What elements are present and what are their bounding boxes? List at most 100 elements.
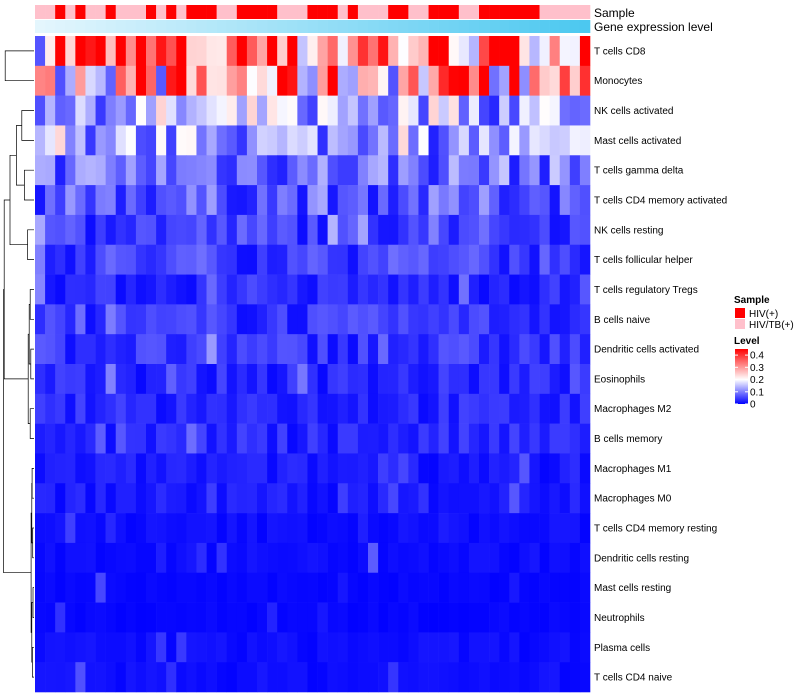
heatmap-cell [438,304,450,335]
heatmap-cell [186,274,197,305]
heatmap-cell [468,393,480,424]
heatmap-cell [186,185,197,216]
row-label: Mast cells resting [594,583,671,594]
heatmap-cell [479,95,490,126]
heatmap-cell [347,214,359,246]
heatmap-cell [277,423,288,454]
heatmap-cell [418,542,429,574]
heatmap-cell [408,244,419,275]
heatmap-cell [569,662,581,693]
heatmap-cell [186,542,197,574]
heatmap-cell [499,662,510,693]
heatmap-cell [347,662,359,693]
heatmap-cell [115,125,127,156]
heatmap-cell [246,393,258,424]
heatmap-cell [337,364,349,395]
heatmap-cell [246,304,258,335]
heatmap-cell [418,513,429,544]
heatmap-cell [206,125,217,156]
heatmap-cell [226,334,238,365]
heatmap-cell [236,244,248,275]
heatmap-cell [287,423,298,454]
sample-annotation-cell [468,5,480,19]
heatmap-cell [146,36,157,67]
heatmap-cell [115,572,127,603]
heatmap-cell [125,662,137,693]
heatmap-cell [257,214,268,246]
heatmap-cell [317,453,328,484]
heatmap-cell [156,572,167,603]
heatmap-cell [267,364,278,395]
heatmap-cell [297,393,308,424]
heatmap-cell [468,483,480,514]
heatmap-cell [115,214,127,246]
heatmap-cell [529,125,540,156]
heatmap-cell [428,334,439,365]
heatmap-cell [569,304,581,335]
heatmap-cell [236,423,248,454]
heatmap-cell [246,423,258,454]
heatmap-cell [579,155,591,186]
heatmap-cell [337,155,349,186]
heatmap-cell [277,65,288,96]
heatmap-cell [55,185,66,216]
heatmap-cell [277,214,288,246]
heatmap-cell [35,244,46,275]
heatmap-cell [146,602,157,633]
heatmap-cell [267,572,278,603]
heatmap-cell [176,602,187,633]
gene-expression-annotation-cell [85,20,96,33]
heatmap-cell [246,125,258,156]
heatmap-cell [317,602,328,633]
heatmap-cell [408,483,419,514]
legend-sample-title: Sample [734,295,770,306]
heatmap-cell [95,185,106,216]
heatmap-cell [317,364,328,395]
heatmap-cell [176,214,187,246]
sample-annotation-cell [327,5,339,19]
heatmap-cell [287,244,298,275]
heatmap-cell [448,95,460,126]
gene-expression-annotation-cell [166,20,177,33]
heatmap-cell [519,393,530,424]
heatmap-cell [388,572,399,603]
heatmap-cell [398,572,409,603]
heatmap-cell [45,36,56,67]
heatmap-cell [176,36,187,67]
heatmap-cell [398,185,409,216]
heatmap-cell [388,185,399,216]
heatmap-cell [549,36,561,67]
heatmap-cell [226,125,238,156]
heatmap-cell [105,155,117,186]
row-label: T cells CD4 memory resting [594,524,717,535]
heatmap-cell [327,483,339,514]
row-label: Mast cells activated [594,136,681,147]
sample-annotation-cell [267,5,278,19]
heatmap-cell [428,483,439,514]
heatmap-cell [55,155,66,186]
heatmap-cell [529,423,540,454]
heatmap-cell [297,125,308,156]
heatmap-cell [246,572,258,603]
heatmap-cell [287,602,298,633]
heatmap-cell [146,423,157,454]
heatmap-cell [196,483,207,514]
heatmap-cell [297,185,308,216]
heatmap-cell [257,364,268,395]
heatmap-cell [55,393,66,424]
gene-expression-annotation-cell [95,20,106,33]
row-label: NK cells activated [594,106,673,117]
heatmap-cell [105,602,117,633]
heatmap-cell [45,185,56,216]
heatmap-cell [65,572,76,603]
heatmap-cell [549,364,561,395]
gene-expression-annotation-cell [186,20,197,33]
heatmap-cell [156,662,167,693]
heatmap-cell [509,632,520,663]
heatmap-cell [347,632,359,663]
heatmap-cell [337,662,349,693]
gene-expression-annotation-cell [448,20,460,33]
heatmap-cell [85,95,96,126]
heatmap-cell [317,334,328,365]
gene-expression-annotation-cell [489,20,500,33]
